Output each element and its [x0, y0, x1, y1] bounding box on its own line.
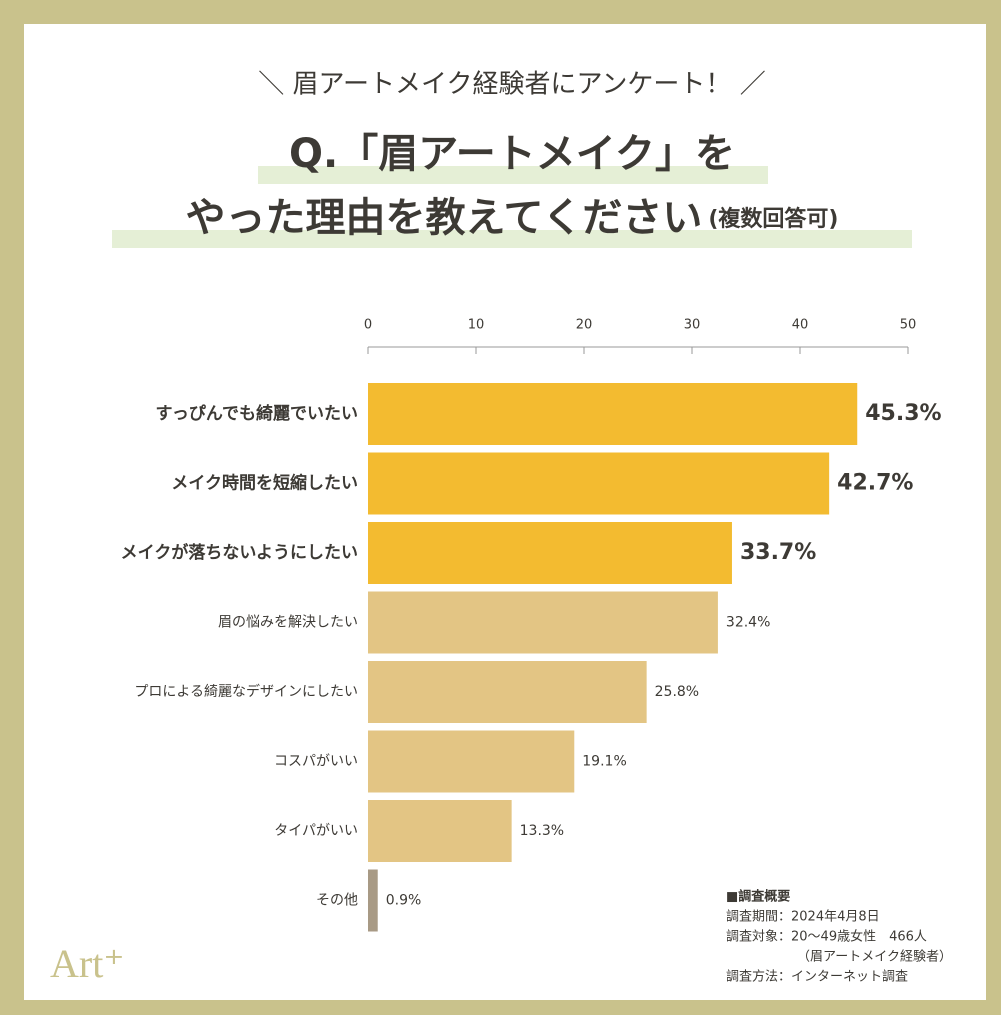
y-tick-label: 眉の悩みを解決したい — [218, 615, 358, 631]
bar — [368, 661, 647, 723]
note: 調査方法：インターネット調査 — [726, 969, 908, 985]
data-label: 0.9% — [386, 893, 422, 909]
data-label: 25.8% — [655, 684, 699, 700]
bar — [368, 383, 858, 445]
data-label: 42.7% — [837, 471, 913, 496]
note: 調査対象：20～49歳女性 466人 — [726, 929, 927, 945]
y-tick-label: コスパがいい — [274, 754, 358, 770]
x-tick-label: 30 — [684, 318, 701, 333]
data-label: 32.4% — [726, 615, 770, 631]
note: ■調査概要 — [726, 889, 790, 905]
note: （眉アートメイク経験者） — [797, 950, 952, 965]
y-tick-label: プロによる綺麗なデザインにしたい — [134, 683, 358, 700]
logo: Art⁺ — [50, 941, 124, 986]
chart-title: やった理由を教えてください (複数回答可) — [186, 195, 839, 241]
bar — [368, 800, 512, 862]
x-tick-label: 40 — [792, 318, 809, 333]
y-tick-label: すっぴんでも綺麗でいたい — [156, 403, 358, 424]
chart-title: Q.「眉アートメイク」を — [289, 131, 735, 177]
data-label: 33.7% — [740, 540, 816, 565]
data-label: 45.3% — [865, 401, 941, 426]
y-tick-label: その他 — [316, 893, 358, 909]
y-tick-label: メイクが落ちないようにしたい — [121, 542, 358, 563]
bar — [368, 452, 830, 515]
bar — [368, 730, 575, 793]
title-highlight — [258, 166, 768, 184]
note: 調査期間：2024年4月8日 — [726, 910, 880, 925]
title-note: (複数回答可) — [708, 206, 838, 232]
bar — [368, 869, 378, 932]
x-tick-label: 0 — [364, 318, 372, 333]
y-tick-label: タイパがいい — [274, 823, 358, 839]
bar — [368, 522, 732, 584]
data-label: 19.1% — [582, 754, 626, 770]
subtitle: ＼ 眉アートメイク経験者にアンケート！ ／ — [258, 70, 765, 100]
bar — [368, 591, 718, 654]
title-highlight — [112, 230, 912, 248]
x-tick-label: 20 — [576, 318, 593, 333]
x-tick-label: 50 — [900, 318, 917, 333]
x-tick-label: 10 — [468, 318, 485, 333]
y-tick-label: メイク時間を短縮したい — [171, 473, 358, 494]
title-line: やった理由を教えてください — [186, 195, 703, 241]
data-label: 13.3% — [520, 823, 564, 839]
